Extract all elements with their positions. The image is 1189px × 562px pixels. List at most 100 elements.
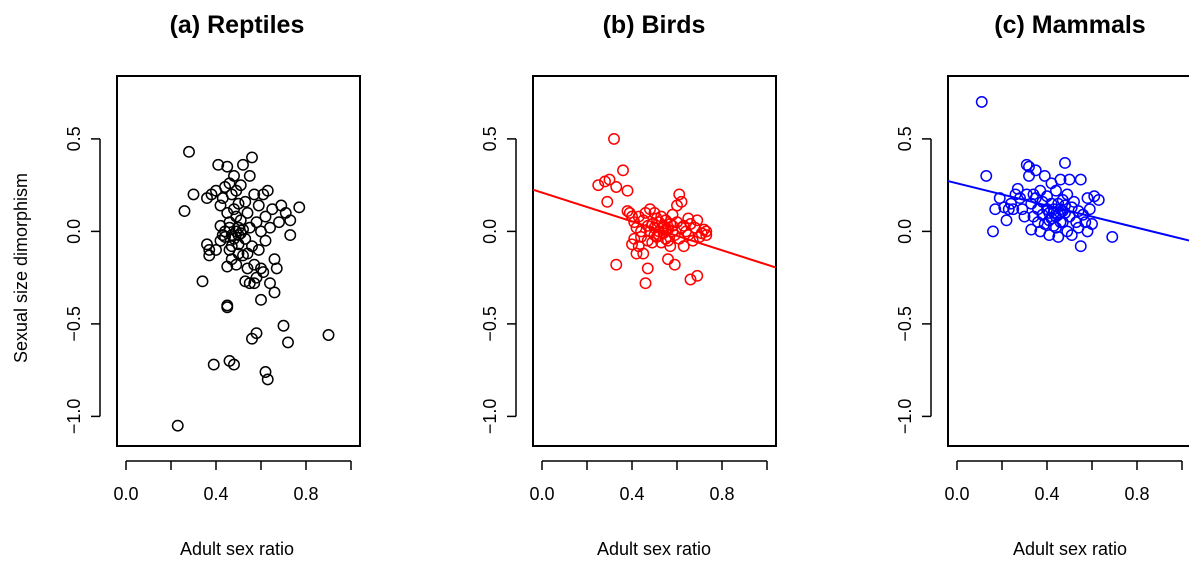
data-point (207, 358, 220, 371)
x-axis-label: Adult sex ratio (597, 539, 711, 559)
data-point (1050, 184, 1062, 197)
data-point (214, 199, 227, 212)
data-point (243, 221, 256, 234)
plot-area: 0.0 0.4 0.8 −1.0 −0.5 0.0 0.5 (480, 75, 777, 504)
data-point (666, 219, 679, 232)
data-point (684, 273, 697, 286)
data-point (610, 181, 623, 193)
data-point (230, 258, 243, 271)
data-point (648, 206, 661, 219)
y-tick-label: 0.0 (895, 219, 915, 244)
data-point (264, 277, 276, 290)
data-point (610, 258, 623, 271)
data-point (183, 145, 195, 158)
data-point (975, 95, 988, 108)
panel-title: (b) Birds (603, 11, 706, 39)
data-point (225, 240, 238, 253)
y-tick-label: −1.0 (895, 399, 915, 435)
data-point (1018, 210, 1031, 223)
data-point (187, 188, 200, 201)
data-point (268, 286, 281, 299)
data-point (1023, 160, 1035, 173)
plot-frame (947, 75, 1189, 447)
x-tick-label: 0.8 (709, 484, 734, 504)
panel-title: (c) Mammals (994, 11, 1145, 39)
data-point (675, 195, 688, 208)
data-point (248, 277, 261, 290)
y-tick-label: −1.0 (64, 399, 84, 435)
data-point (201, 192, 213, 205)
data-point (637, 247, 650, 260)
data-point (1074, 173, 1087, 186)
data-point (293, 201, 306, 214)
x-tick-label: 0.0 (113, 484, 138, 504)
data-point (1063, 173, 1076, 186)
y-tick-label: 0.0 (64, 219, 84, 244)
data-point (700, 229, 713, 242)
data-point (1007, 203, 1020, 216)
y-tick-label: −1.0 (480, 399, 500, 435)
x-axis-label: Adult sex ratio (1013, 539, 1127, 559)
plot-frame (116, 75, 361, 447)
data-point (261, 184, 274, 197)
panel-title: (a) Reptiles (170, 11, 305, 39)
data-point (250, 327, 263, 340)
data-point (691, 214, 704, 227)
data-point (241, 206, 254, 219)
data-point (1065, 229, 1078, 242)
panel-reptiles: (a) Reptiles Adult sex ratio 0.0 0.4 0.8 −1… (64, 11, 361, 559)
data-point (635, 231, 647, 243)
data-point (252, 199, 265, 212)
data-point (284, 214, 297, 227)
data-point (178, 205, 191, 218)
data-point (691, 269, 704, 282)
data-point (617, 164, 629, 177)
data-point (1014, 192, 1026, 205)
data-point (250, 216, 263, 229)
data-point (1086, 218, 1098, 230)
data-point (1074, 240, 1087, 253)
data-point (284, 229, 297, 242)
data-point (592, 179, 605, 192)
data-point (698, 223, 710, 236)
data-point (277, 319, 290, 332)
data-point (322, 329, 335, 341)
data-point (621, 184, 634, 197)
data-point (673, 188, 686, 201)
y-tick-label: −0.5 (895, 306, 915, 342)
y-tick-label: 0.0 (480, 219, 500, 244)
data-point (212, 158, 225, 171)
data-point (221, 301, 234, 314)
data-point (1043, 206, 1056, 219)
data-point (228, 169, 240, 182)
data-point (1092, 194, 1105, 206)
data-point (1000, 214, 1013, 227)
data-point (1043, 229, 1056, 242)
data-point (201, 238, 213, 251)
data-point (1059, 157, 1071, 169)
data-point (1081, 192, 1094, 205)
panel-mammals: (c) Mammals Adult sex ratio 0.0 0.4 0.8 −1.… (895, 11, 1189, 559)
data-point (1016, 203, 1029, 216)
data-point (1029, 164, 1042, 177)
plot-frame (532, 75, 777, 447)
x-tick-label: 0.8 (1124, 484, 1149, 504)
data-point (1045, 212, 1058, 225)
data-point (259, 234, 272, 247)
data-point (246, 151, 258, 164)
x-tick-label: 0.4 (619, 484, 644, 504)
data-point (603, 173, 616, 186)
data-point (255, 262, 267, 275)
y-tick-label: 0.5 (64, 126, 84, 151)
data-point (608, 132, 620, 145)
data-point (664, 240, 677, 253)
data-point (219, 231, 231, 243)
x-axis-label: Adult sex ratio (180, 539, 294, 559)
data-point (248, 188, 261, 201)
data-point (1061, 188, 1074, 201)
data-point (270, 262, 283, 275)
data-point (228, 358, 240, 371)
data-point (1020, 158, 1033, 171)
data-point (221, 160, 234, 173)
data-point (662, 253, 674, 266)
